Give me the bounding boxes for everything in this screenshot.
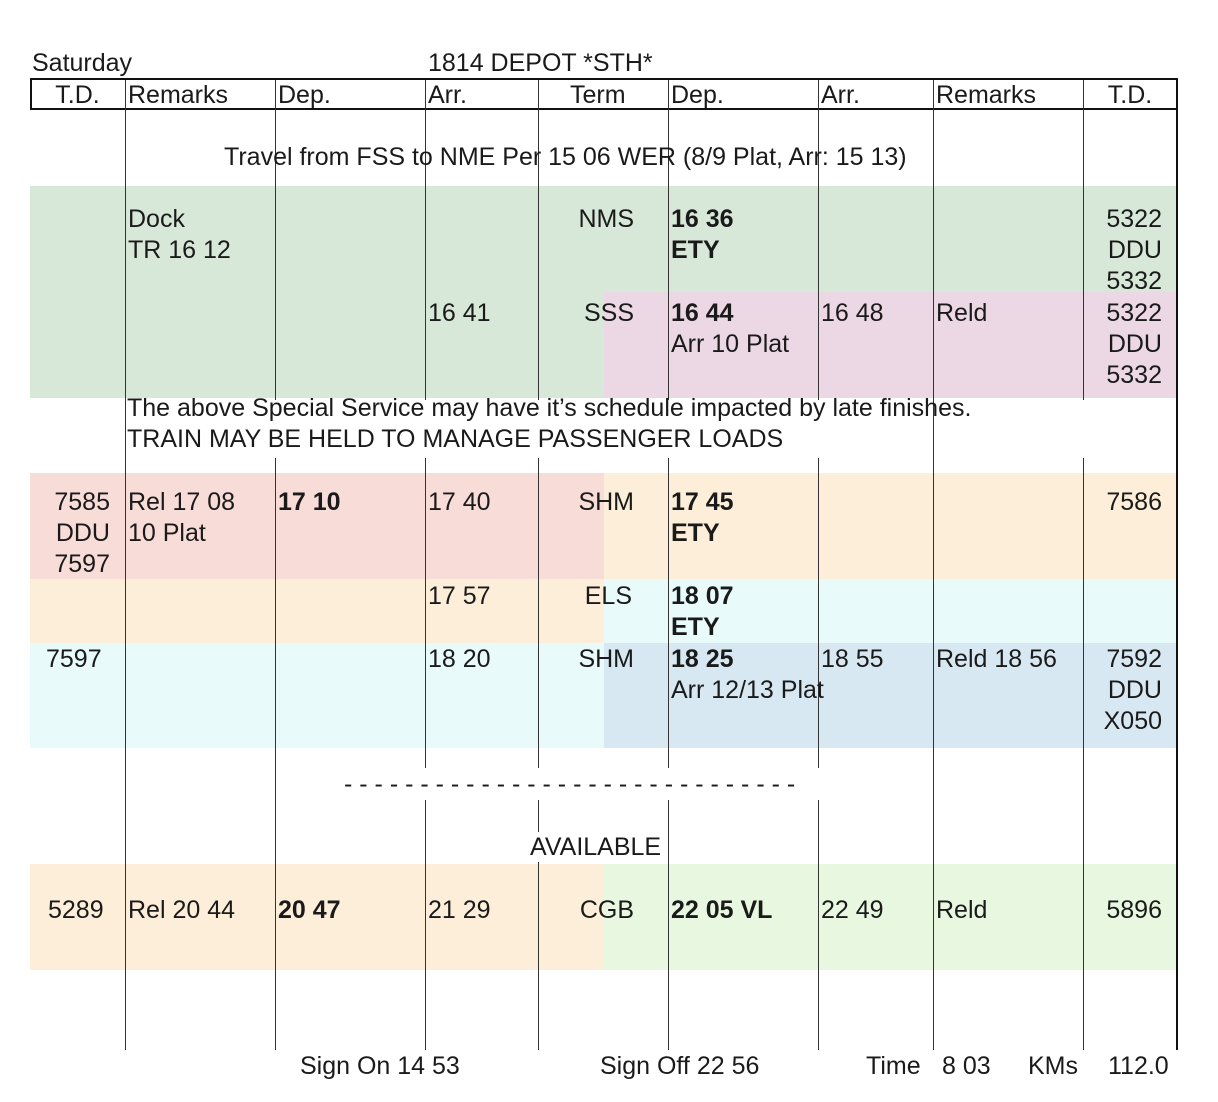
els-dep-right: 18 07 ETY — [671, 582, 734, 641]
col-divider-2a — [275, 80, 276, 400]
col-divider-2b — [275, 458, 276, 1050]
special-note-line1: The above Special Service may have it’s … — [127, 394, 972, 422]
col-header-dep-left: Dep. — [278, 81, 331, 109]
nms-dep-right: 16 36 ETY — [671, 205, 734, 264]
row-band-shm2-right — [604, 643, 1176, 748]
cgb-dep-right: 22 05 VL — [671, 896, 773, 924]
col-header-td-right: T.D. — [1107, 81, 1153, 109]
row-band-nms — [30, 186, 1176, 292]
special-note-line2: TRAIN MAY BE HELD TO MANAGE PASSENGER LO… — [127, 425, 784, 453]
shm1-term: SHM — [578, 488, 634, 516]
shm2-dep-right: 18 25 — [671, 645, 734, 673]
cgb-remarks-right: Reld — [936, 896, 988, 924]
col-header-remarks-right: Remarks — [936, 81, 1037, 109]
col-divider-4b — [538, 458, 539, 768]
row-band-shm1-right — [604, 473, 1176, 579]
col-divider-4a — [538, 80, 539, 400]
col-divider-4c — [538, 800, 539, 832]
nms-remarks-left: Dock TR 16 12 — [128, 205, 231, 264]
shm2-arr-left: 18 20 — [428, 645, 491, 673]
shm1-td-right: 7586 — [1106, 488, 1162, 516]
row-band-sss-left — [30, 292, 604, 398]
shm1-td-left: 7585 DDU 7597 — [54, 488, 110, 578]
table-right-border — [1176, 78, 1178, 1050]
available-label: AVAILABLE — [530, 833, 662, 861]
nms-td-right: 5322 DDU 5332 — [1106, 205, 1162, 295]
col-divider-8b — [1083, 458, 1084, 1050]
row-band-els-left — [30, 579, 604, 643]
cgb-dep-left: 20 47 — [278, 896, 341, 924]
col-divider-5c — [668, 800, 669, 1050]
cgb-td-right: 5896 — [1106, 896, 1162, 924]
col-divider-5b — [668, 458, 669, 768]
col-divider-8a — [1083, 80, 1084, 400]
kms-label: KMs — [1028, 1052, 1078, 1080]
cgb-remarks-left: Rel 20 44 — [128, 896, 236, 924]
col-divider-5a — [668, 80, 669, 400]
shm2-dep-right-note: Arr 12/13 Plat — [671, 676, 824, 704]
col-divider-3a — [425, 80, 426, 400]
col-header-dep-right: Dep. — [671, 81, 724, 109]
table-left-border — [30, 78, 32, 110]
shm2-arr-right: 18 55 — [821, 645, 884, 673]
els-arr-left: 17 57 — [428, 582, 491, 610]
col-divider-7 — [933, 80, 934, 1050]
sss-dep-right-note: Arr 10 Plat — [671, 330, 790, 358]
row-band-els-right — [604, 579, 1176, 643]
col-header-term: Term — [570, 81, 626, 109]
cgb-arr-left: 21 29 — [428, 896, 491, 924]
cgb-term: CGB — [579, 896, 634, 924]
time-value: 8 03 — [942, 1052, 991, 1080]
shm1-dep-right: 17 45 ETY — [671, 488, 734, 547]
depot-title: 1814 DEPOT *STH* — [428, 49, 653, 77]
cgb-td-left: 5289 — [48, 896, 104, 924]
col-divider-4d — [538, 862, 539, 1050]
col-header-td-left: T.D. — [55, 81, 100, 109]
shm1-dep-left: 17 10 — [278, 488, 341, 516]
sss-td-right: 5322 DDU 5332 — [1106, 299, 1162, 389]
sign-on: Sign On 14 53 — [300, 1052, 460, 1080]
els-term: ELS — [584, 582, 632, 610]
row-band-shm2-left — [30, 643, 604, 748]
sign-off: Sign Off 22 56 — [600, 1052, 760, 1080]
shm1-arr-left: 17 40 — [428, 488, 491, 516]
shm1-remarks-left: Rel 17 08 10 Plat — [128, 488, 236, 547]
sss-arr-left: 16 41 — [428, 299, 491, 327]
sss-remarks-right: Reld — [936, 299, 988, 327]
col-divider-6c — [818, 800, 819, 1050]
nms-term: NMS — [578, 205, 634, 233]
col-divider-6b — [818, 458, 819, 768]
row-band-sss-right — [604, 292, 1176, 398]
header-top-rule — [30, 78, 1178, 80]
col-header-arr-right: Arr. — [821, 81, 860, 109]
col-divider-3b — [425, 458, 426, 768]
sss-arr-right: 16 48 — [821, 299, 884, 327]
col-divider-6a — [818, 80, 819, 400]
col-divider-1 — [125, 80, 126, 1050]
sss-dep-right: 16 44 — [671, 299, 734, 327]
col-header-remarks-left: Remarks — [128, 81, 229, 109]
dashed-divider: - - - - - - - - - - - - - - - - - - - - … — [344, 770, 796, 798]
shm2-td-left: 7597 — [46, 645, 102, 673]
shm2-term: SHM — [578, 645, 634, 673]
row-band-cgb-right — [604, 864, 1176, 970]
cgb-arr-right: 22 49 — [821, 896, 884, 924]
col-header-arr-left: Arr. — [428, 81, 467, 109]
col-divider-3c — [425, 800, 426, 1050]
day-label: Saturday — [32, 49, 133, 77]
kms-value: 112.0 — [1108, 1052, 1169, 1080]
time-label: Time — [866, 1052, 921, 1080]
sss-term: SSS — [583, 299, 634, 327]
header-bottom-rule — [30, 108, 1178, 110]
shm2-td-right: 7592 DDU X050 — [1103, 645, 1162, 735]
travel-note: Travel from FSS to NME Per 15 06 WER (8/… — [224, 143, 907, 171]
shm2-remarks-right: Reld 18 56 — [936, 645, 1057, 673]
